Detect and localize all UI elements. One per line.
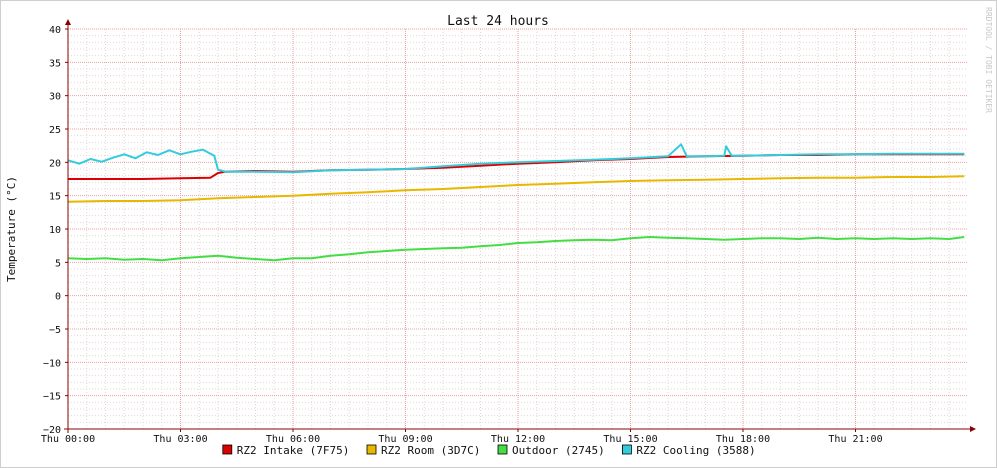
y-tick-label: 40	[49, 25, 61, 36]
series-line-1	[67, 175, 965, 203]
y-tick-label: 35	[49, 58, 61, 69]
series-layer	[67, 143, 965, 262]
x-tick-label: Thu 12:00	[491, 434, 545, 445]
x-axis-arrow	[970, 426, 976, 432]
x-tick-label: Thu 09:00	[378, 434, 432, 445]
y-tick-label: 5	[55, 258, 61, 269]
legend-label-1: RZ2 Room (3D7C)	[381, 444, 480, 457]
legend-label-2: Outdoor (2745)	[512, 444, 605, 457]
y-axis-arrow	[65, 19, 71, 25]
watermark: RRDTOOL / TOBI OETIKER	[984, 7, 993, 113]
y-tick-label: 10	[49, 225, 61, 236]
y-tick-label: −15	[43, 392, 61, 403]
y-axis-label: Temperature (°C)	[5, 176, 18, 282]
x-tick-label: Thu 21:00	[828, 434, 882, 445]
y-tick-label: −5	[49, 325, 61, 336]
legend-label-0: RZ2 Intake (7F75)	[237, 444, 350, 457]
legend-swatch-3	[622, 444, 632, 455]
legend-swatch-2	[497, 444, 508, 455]
x-tick-label: Thu 18:00	[716, 434, 770, 445]
chart-title: Last 24 hours	[447, 14, 549, 29]
legend-swatch-0	[222, 444, 233, 455]
x-tick-label: Thu 06:00	[266, 434, 320, 445]
y-tick-label: −20	[43, 425, 61, 436]
y-tick-label: 30	[49, 92, 61, 103]
y-tick-labels: 40 35 30 25 20 15 10 5 0 −5 −10 −15 −20	[43, 25, 61, 436]
y-tick-label: 0	[55, 292, 61, 303]
x-tick-label: Thu 00:00	[41, 434, 95, 445]
y-tick-label: −10	[43, 358, 61, 369]
x-tick-label: Thu 03:00	[153, 434, 207, 445]
axes	[64, 19, 976, 433]
x-tick-label: Thu 15:00	[603, 434, 657, 445]
legend-swatch-1	[366, 444, 377, 455]
series-line-0	[68, 153, 965, 180]
legend: RZ2 Intake (7F75) RZ2 Room (3D7C) Outdoor …	[222, 444, 756, 457]
series-line-2	[67, 236, 965, 262]
series-line-3	[67, 143, 965, 174]
legend-label-3: RZ2 Cooling (3588)	[636, 444, 755, 457]
y-tick-label: 25	[49, 125, 61, 136]
y-tick-label: 20	[49, 158, 61, 169]
x-tick-labels: Thu 00:00 Thu 03:00 Thu 06:00 Thu 09:00 Thu …	[41, 434, 883, 445]
y-tick-label: 15	[49, 192, 61, 203]
